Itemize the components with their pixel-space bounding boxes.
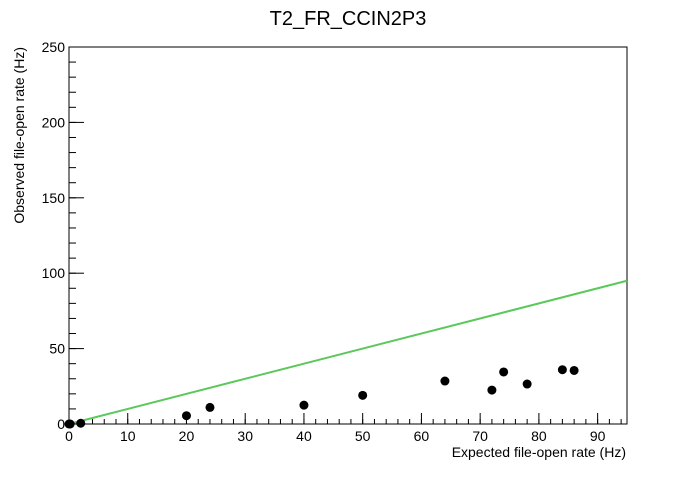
x-tick-label: 10	[120, 428, 136, 444]
y-tick-label: 200	[42, 114, 66, 130]
y-tick-label: 50	[49, 341, 65, 357]
x-tick-label: 70	[472, 428, 488, 444]
data-point	[65, 419, 75, 429]
x-tick-label: 50	[355, 428, 371, 444]
data-point	[181, 411, 191, 421]
data-point	[205, 402, 215, 412]
data-point	[440, 376, 450, 386]
x-tick-label: 30	[237, 428, 253, 444]
x-tick-label: 0	[65, 428, 73, 444]
data-point	[487, 385, 497, 395]
reference-line	[68, 279, 628, 425]
x-tick-label: 80	[531, 428, 547, 444]
x-axis-label: Expected file-open rate (Hz)	[452, 444, 626, 460]
data-point	[358, 390, 368, 400]
data-point	[569, 365, 579, 375]
y-axis-label: Observed file-open rate (Hz)	[11, 47, 27, 224]
plot-frame	[68, 46, 628, 425]
data-point	[499, 367, 509, 377]
x-tick-label: 60	[414, 428, 430, 444]
plot-area: 0 10 20 30 40 50 60 70 80 90 0 50 100 150 200 250	[42, 39, 628, 444]
data-point	[557, 365, 567, 375]
y-tick-label: 100	[42, 265, 66, 281]
y-tick-label: 0	[57, 416, 65, 432]
x-tick-label: 90	[590, 428, 606, 444]
data-point	[522, 379, 532, 389]
x-tick-label: 40	[296, 428, 312, 444]
x-tick-label: 20	[179, 428, 195, 444]
data-point	[76, 418, 86, 428]
data-point	[299, 400, 309, 410]
chart-title: T2_FR_CCIN2P3	[270, 8, 427, 30]
y-tick-label: 250	[42, 39, 66, 55]
y-tick-label: 150	[42, 190, 66, 206]
